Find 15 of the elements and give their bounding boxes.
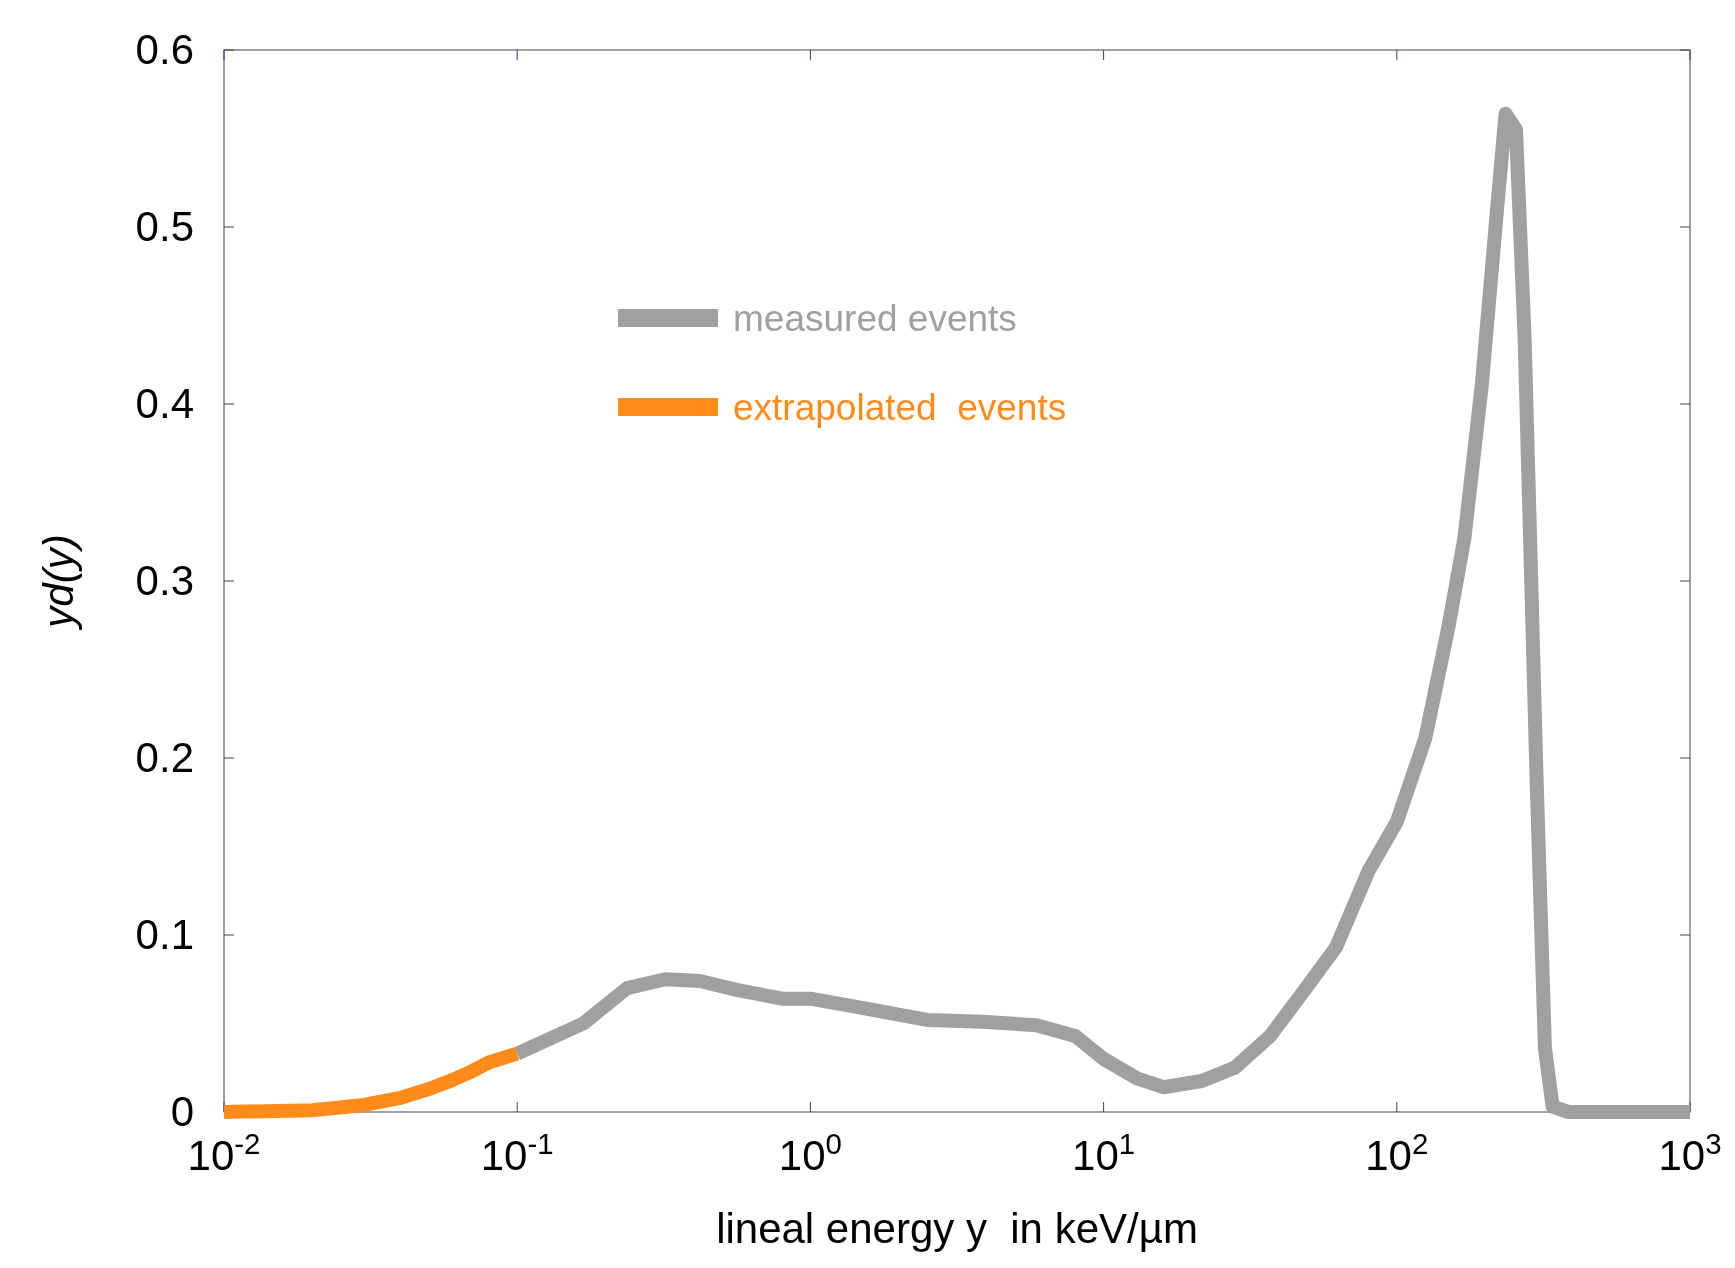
- y-tick-label: 0.1: [135, 911, 194, 958]
- y-tick-label: 0.4: [135, 380, 194, 427]
- x-axis-title: lineal energy y in keV/µm: [716, 1205, 1198, 1252]
- y-tick-label: 0.6: [135, 26, 194, 73]
- y-tick-label: 0.2: [135, 734, 194, 781]
- x-tick-label: 10$^{2}$: [1365, 1126, 1429, 1179]
- x-tick-label: 10$^{-1}$: [480, 1126, 554, 1179]
- y-tick-label: 0.3: [135, 557, 194, 604]
- legend-label: measured events: [733, 298, 1017, 339]
- x-tick-label: 10$^{1}$: [1072, 1126, 1136, 1179]
- x-tick-label: 10$^{0}$: [778, 1126, 842, 1179]
- y-tick-label: 0.5: [135, 203, 194, 250]
- legend-label: extrapolated events: [733, 387, 1067, 428]
- x-tick-label: 10$^{3}$: [1658, 1126, 1722, 1179]
- y-axis-title: yd(y): [35, 534, 82, 631]
